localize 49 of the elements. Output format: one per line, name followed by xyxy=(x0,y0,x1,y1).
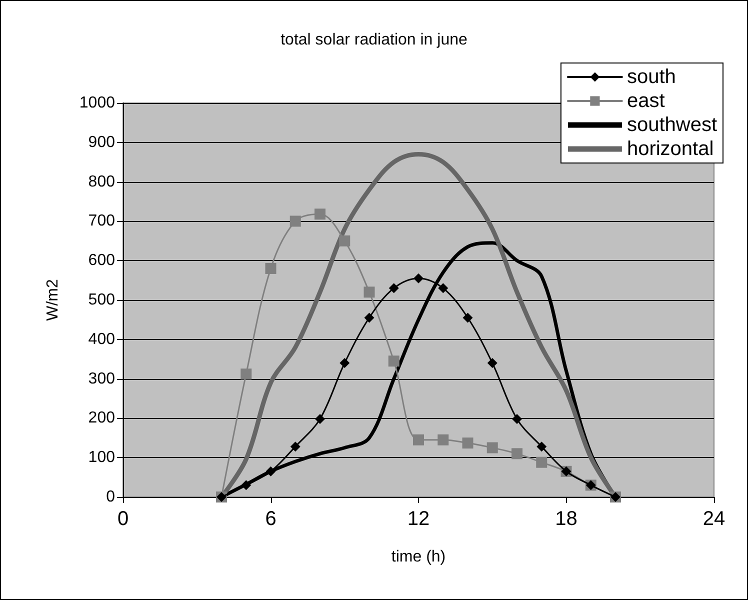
point xyxy=(388,283,399,294)
legend-label: horizontal xyxy=(626,138,714,160)
point xyxy=(462,438,474,449)
x-axis-title: time (h) xyxy=(391,548,446,566)
y-tick-label: 700 xyxy=(88,212,116,230)
point xyxy=(266,466,276,476)
point xyxy=(512,414,522,424)
x-tick-label: 24 xyxy=(702,508,726,530)
point xyxy=(486,442,498,454)
point xyxy=(339,235,350,246)
point xyxy=(438,434,449,446)
point xyxy=(388,356,400,367)
point xyxy=(462,312,473,323)
point xyxy=(438,283,448,294)
point xyxy=(241,480,252,490)
point xyxy=(512,448,522,460)
x-tick-label: 18 xyxy=(555,508,578,530)
point xyxy=(364,286,375,298)
y-tick-label: 200 xyxy=(88,410,116,427)
point xyxy=(364,312,374,323)
x-tick-label: 12 xyxy=(407,508,430,530)
y-tick-label: 1000 xyxy=(79,94,116,112)
y-tick-label: 600 xyxy=(88,252,116,270)
legend-label: south xyxy=(626,66,676,88)
point xyxy=(240,368,252,380)
point xyxy=(413,434,424,446)
y-tick-label: 400 xyxy=(88,330,116,348)
point xyxy=(414,273,424,284)
point xyxy=(536,442,547,452)
y-axis-title: W/m2 xyxy=(44,279,62,321)
y-tick-label: 900 xyxy=(88,134,116,151)
x-tick-label: 0 xyxy=(117,508,129,530)
chart-title: total solar radiation in june xyxy=(280,32,468,48)
legend-label: southwest xyxy=(626,114,718,136)
point xyxy=(487,358,498,368)
point xyxy=(340,358,350,368)
point xyxy=(290,442,300,452)
point xyxy=(315,414,325,424)
point xyxy=(536,456,548,468)
x-tick-label: 6 xyxy=(265,508,276,530)
point xyxy=(265,262,276,274)
legend-label: east xyxy=(626,90,666,112)
y-tick-label: 800 xyxy=(88,173,116,190)
point xyxy=(314,208,326,220)
y-tick-label: 500 xyxy=(88,292,116,308)
y-tick-label: 300 xyxy=(88,370,116,388)
y-tick-label: 0 xyxy=(106,488,116,506)
point xyxy=(290,216,301,227)
y-tick-label: 100 xyxy=(88,449,116,466)
